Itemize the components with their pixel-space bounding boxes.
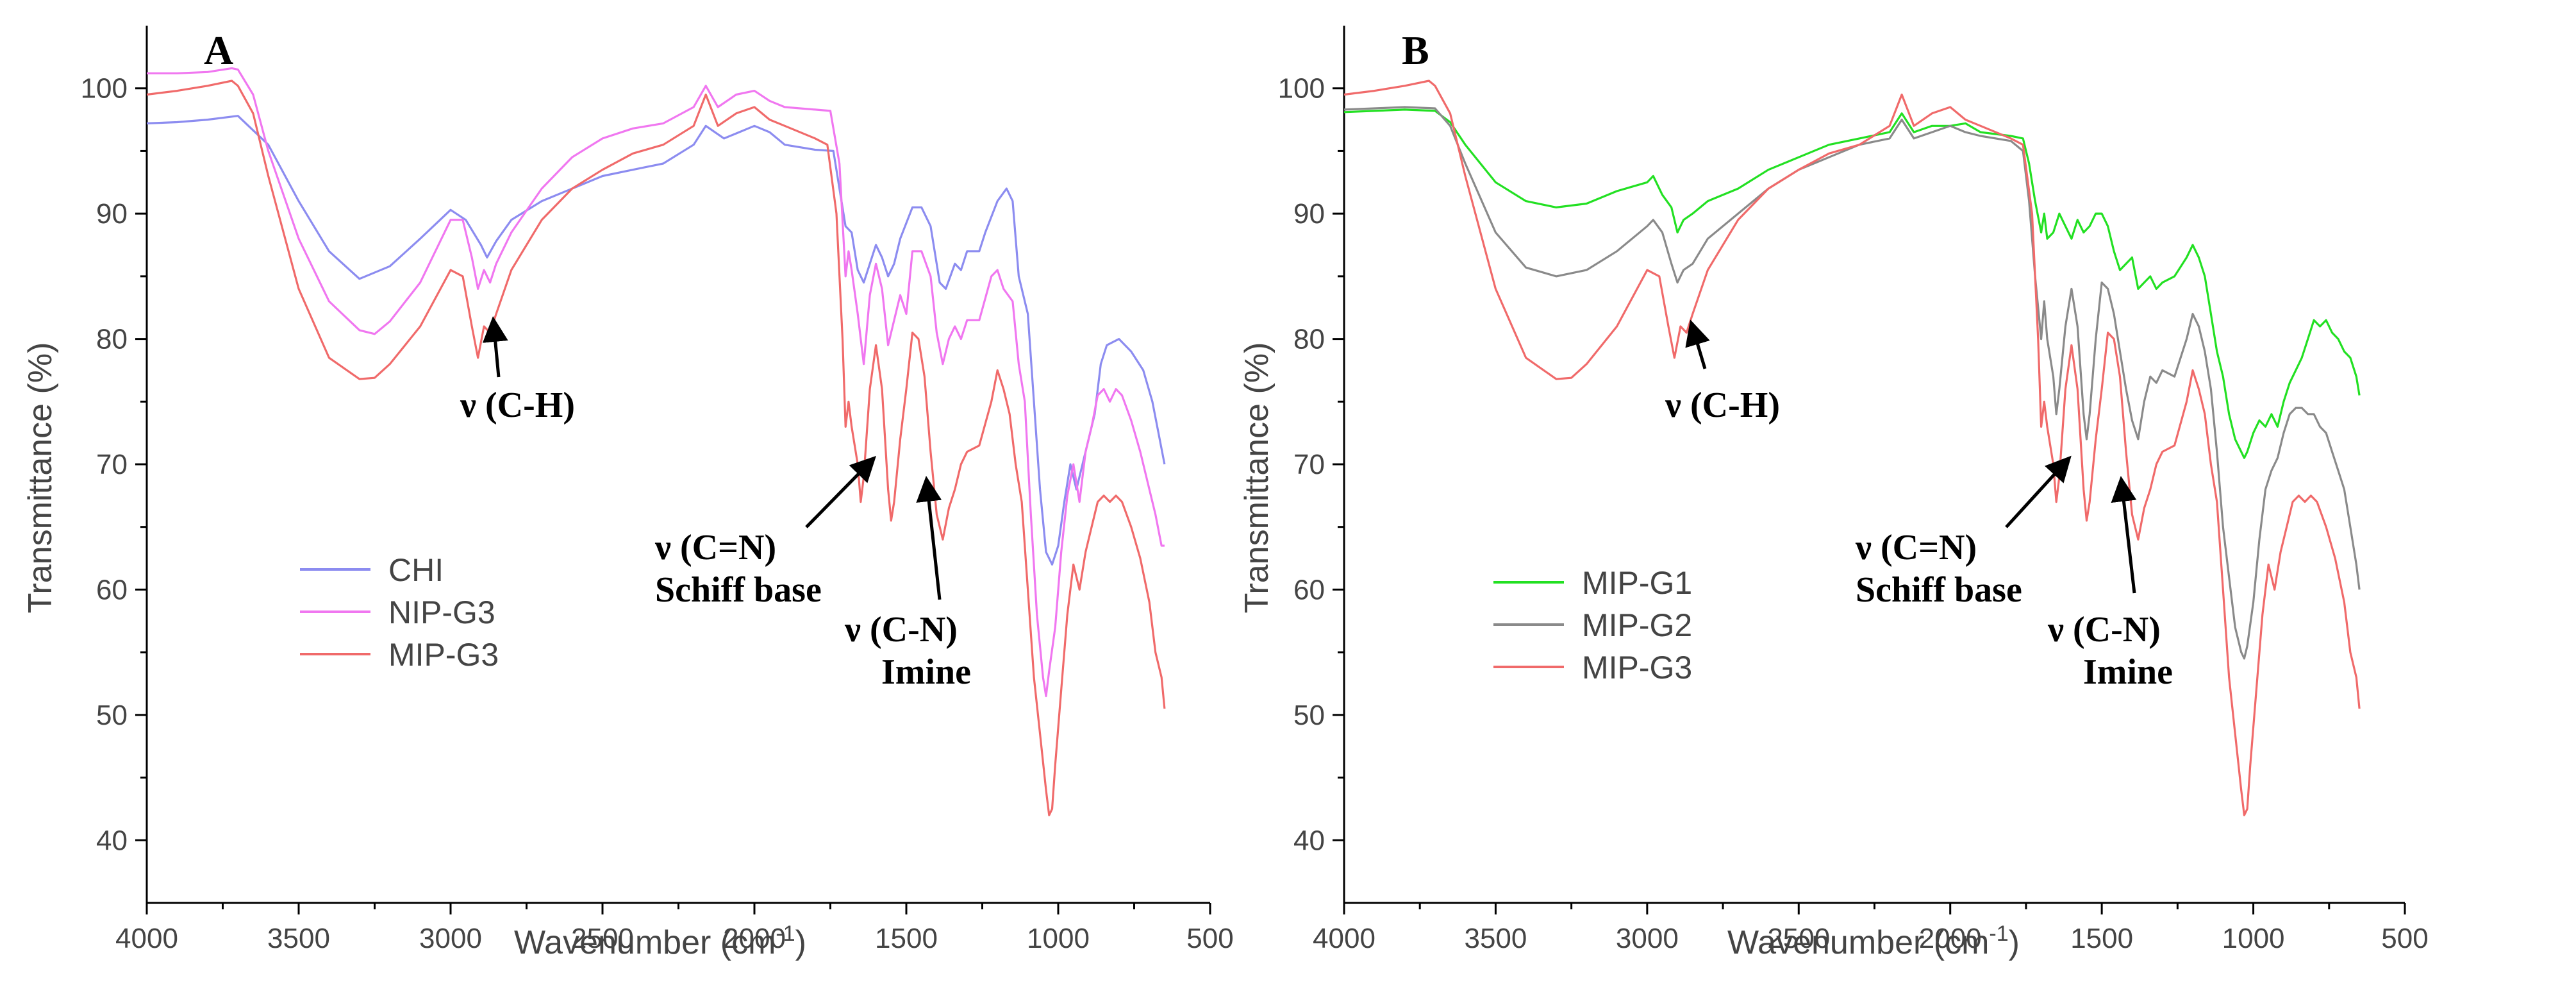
x-tick-label-a-2000: 2000 xyxy=(723,923,786,954)
x-axis-title-a: Wavenumber (cm-1) xyxy=(514,922,806,961)
plot-area-b: 4000 3500 3000 2500 2000 1500 1000 500 40 50 60 70 8… xyxy=(1278,26,2429,954)
y-tick-label-b-90: 90 xyxy=(1293,198,1325,230)
y-tick-label-b-100: 100 xyxy=(1278,73,1325,105)
annotations-a: ν (C-H) ν (C=N) Schiff base ν (C-N) Imin… xyxy=(460,316,971,692)
arrow-c-n-single-b xyxy=(2111,476,2137,594)
x-tick-label-b-2500: 2500 xyxy=(1767,923,1830,954)
annotation-c-h-a: ν (C-H) xyxy=(460,385,575,425)
series-line-a-nip-g3 xyxy=(147,67,1165,698)
panel-a: A Transmittance (%) Wavenumber (cm-1) 40… xyxy=(22,26,1234,961)
legend-label-mip-g3-a: MIP-G3 xyxy=(388,637,499,673)
x-tick-label-a-500: 500 xyxy=(1186,923,1233,954)
y-tick-label-a-70: 70 xyxy=(96,449,128,480)
legend-label-nip-g3: NIP-G3 xyxy=(388,594,495,630)
y-tick-label-a-60: 60 xyxy=(96,574,128,605)
arrow-c-n-single-a xyxy=(916,476,942,600)
legend-label-mip-g2: MIP-G2 xyxy=(1582,607,1692,643)
series-line-b-mip-g3 xyxy=(1343,80,2361,816)
y-tick-label-b-40: 40 xyxy=(1293,825,1325,856)
y-tick-label-a-90: 90 xyxy=(96,198,128,230)
annotations-b: ν (C-H) ν (C=N) Schiff base ν (C-N) Imin… xyxy=(1665,319,2173,692)
legend-b: MIP-G1 MIP-G2 MIP-G3 xyxy=(1493,565,1692,686)
y-tick-label-b-70: 70 xyxy=(1293,449,1325,480)
plot-area-a: 4000 3500 3000 2500 2000 1500 1000 500 40 50 60 70 8… xyxy=(81,26,1234,954)
panel-letter-b: B xyxy=(1402,28,1429,73)
legend-item-chi: CHI xyxy=(300,552,444,588)
arrow-c-h-b xyxy=(1685,319,1710,369)
legend-label-mip-g1: MIP-G1 xyxy=(1582,565,1692,601)
annotation-imine-b: Imine xyxy=(2083,652,2173,692)
arrow-c-h-a xyxy=(482,316,508,378)
panel-letter-a: A xyxy=(204,28,233,73)
y-tick-label-a-80: 80 xyxy=(96,324,128,355)
arrow-c-n-double-a xyxy=(805,455,877,528)
arrow-c-n-double-b xyxy=(2005,455,2072,528)
x-tick-label-b-4000: 4000 xyxy=(1313,923,1375,954)
annotation-c-n-single-b: ν (C-N) xyxy=(2047,610,2161,650)
x-tick-label-b-3000: 3000 xyxy=(1616,923,1679,954)
annotation-schiff-base-b: Schiff base xyxy=(1856,570,2022,610)
annotation-c-n-double-a: ν (C=N) xyxy=(654,528,776,568)
legend-label-mip-g3-b: MIP-G3 xyxy=(1582,650,1692,686)
x-tick-label-a-2500: 2500 xyxy=(571,923,634,954)
y-tick-label-b-80: 80 xyxy=(1293,324,1325,355)
x-tick-label-b-3500: 3500 xyxy=(1464,923,1527,954)
x-tick-label-a-4000: 4000 xyxy=(115,923,178,954)
legend-a: CHI NIP-G3 MIP-G3 xyxy=(300,552,499,673)
y-axis-title-b: Transmittance (%) xyxy=(1238,342,1276,614)
x-tick-label-a-1500: 1500 xyxy=(875,923,938,954)
x-tick-label-b-1000: 1000 xyxy=(2222,923,2285,954)
annotation-c-n-double-b: ν (C=N) xyxy=(1855,528,1977,568)
series-line-a-chi xyxy=(146,115,1166,566)
legend-item-mip-g3-b: MIP-G3 xyxy=(1493,650,1692,686)
legend-item-mip-g2: MIP-G2 xyxy=(1493,607,1692,643)
annotation-schiff-base-a: Schiff base xyxy=(655,570,822,610)
x-tick-label-a-1000: 1000 xyxy=(1027,923,1090,954)
x-tick-label-a-3000: 3000 xyxy=(419,923,482,954)
y-tick-label-b-60: 60 xyxy=(1293,574,1325,605)
legend-item-mip-g1: MIP-G1 xyxy=(1493,565,1692,601)
x-tick-label-b-500: 500 xyxy=(2381,923,2428,954)
x-tick-label-a-3500: 3500 xyxy=(267,923,330,954)
y-tick-label-a-100: 100 xyxy=(81,73,128,105)
series-line-b-mip-g2 xyxy=(1343,106,2361,660)
x-tick-label-b-2000: 2000 xyxy=(1919,923,1982,954)
legend-item-mip-g3-a: MIP-G3 xyxy=(300,637,499,673)
annotation-imine-a: Imine xyxy=(881,652,971,692)
legend-label-chi: CHI xyxy=(388,552,444,588)
legend-item-nip-g3: NIP-G3 xyxy=(300,594,495,630)
y-axis-title-a: Transmittance (%) xyxy=(22,342,59,614)
y-tick-label-a-40: 40 xyxy=(96,825,128,856)
y-tick-label-b-50: 50 xyxy=(1293,700,1325,731)
panel-b: B Transmittance (%) Wavenumber (cm-1) 40… xyxy=(1238,26,2429,961)
series-line-b-mip-g1 xyxy=(1343,108,2361,459)
annotation-c-h-b: ν (C-H) xyxy=(1665,385,1780,425)
y-tick-label-a-50: 50 xyxy=(96,700,128,731)
x-tick-label-b-1500: 1500 xyxy=(2070,923,2133,954)
x-axis-title-b: Wavenumber (cm-1) xyxy=(1727,922,2020,961)
annotation-c-n-single-a: ν (C-N) xyxy=(844,610,958,650)
series-line-a-mip-g3 xyxy=(146,80,1166,816)
